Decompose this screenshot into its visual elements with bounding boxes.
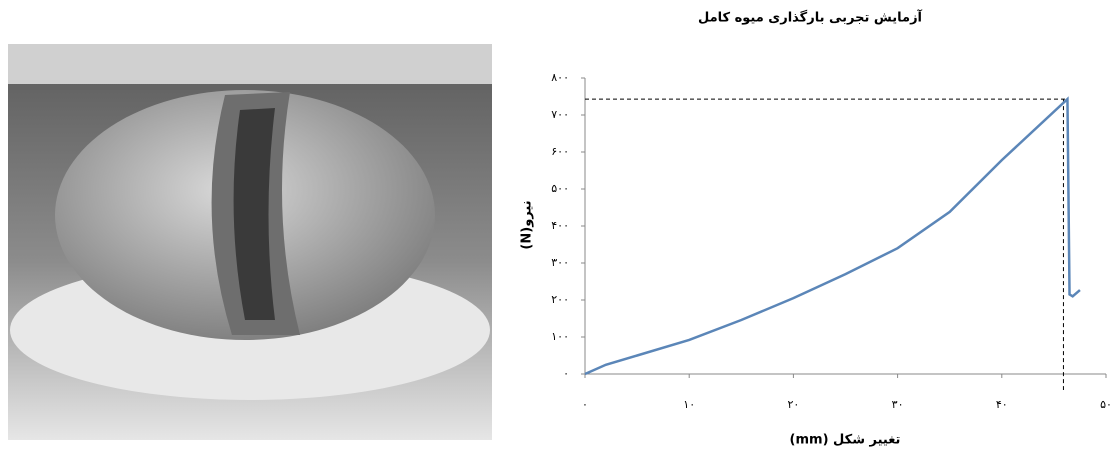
y-tick-label: ۶۰۰ — [551, 145, 569, 158]
y-tick-label: ۵۰۰ — [551, 182, 569, 195]
data-line — [584, 96, 1081, 376]
y-tick-label: ۴۰۰ — [551, 219, 569, 232]
y-tick-label: ۱۰۰ — [551, 330, 569, 343]
photo — [8, 44, 492, 440]
y-tick-label: ۲۰۰ — [551, 293, 569, 306]
x-tick-label: ۰ — [582, 398, 588, 411]
x-tick-label: ۱۰ — [683, 398, 695, 411]
y-tick-label: ۳۰۰ — [551, 256, 569, 269]
y-tick-label: ۸۰۰ — [551, 71, 569, 84]
x-tick-label: ۴۰ — [996, 398, 1008, 411]
x-tick-label: ۵۰ — [1100, 398, 1112, 411]
y-tick-label: ۷۰۰ — [551, 108, 569, 121]
y-tick-label: ۰ — [563, 367, 569, 380]
x-axis-label: تغییر شکل (mm) — [790, 433, 901, 448]
chart-title: آزمایش تجربی بارگذاری میوه کامل — [698, 9, 923, 26]
x-tick-label: ۲۰ — [787, 398, 799, 411]
x-tick-label: ۳۰ — [892, 398, 904, 411]
y-axis-label: نیرو(N) — [520, 200, 535, 249]
